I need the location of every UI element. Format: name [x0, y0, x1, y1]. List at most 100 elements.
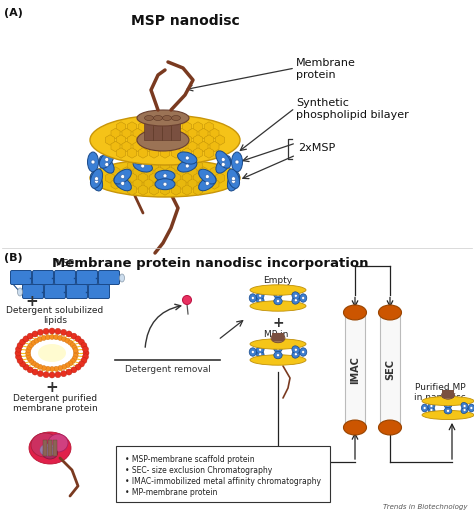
Ellipse shape	[31, 361, 36, 366]
FancyBboxPatch shape	[116, 446, 330, 502]
Ellipse shape	[78, 361, 84, 367]
Ellipse shape	[29, 343, 34, 347]
Ellipse shape	[141, 156, 145, 160]
Ellipse shape	[66, 369, 72, 375]
Text: Trends in Biotechnology: Trends in Biotechnology	[383, 504, 468, 510]
Ellipse shape	[37, 336, 43, 342]
Ellipse shape	[94, 176, 99, 181]
Ellipse shape	[88, 152, 99, 172]
Ellipse shape	[19, 339, 26, 345]
Ellipse shape	[185, 156, 189, 160]
Ellipse shape	[447, 404, 449, 407]
Ellipse shape	[294, 348, 297, 351]
Ellipse shape	[430, 405, 433, 408]
Ellipse shape	[73, 350, 79, 356]
Ellipse shape	[276, 347, 280, 350]
Text: Purified MP
in nanodisc: Purified MP in nanodisc	[414, 383, 466, 402]
Ellipse shape	[250, 285, 306, 295]
Text: Membrane protein nanodisc incorporation: Membrane protein nanodisc incorporation	[52, 257, 368, 270]
Text: +: +	[272, 316, 284, 330]
Ellipse shape	[216, 156, 231, 173]
Ellipse shape	[32, 369, 38, 375]
Ellipse shape	[379, 420, 401, 435]
Ellipse shape	[82, 354, 89, 360]
Ellipse shape	[41, 365, 46, 370]
Ellipse shape	[145, 116, 154, 121]
Ellipse shape	[428, 402, 435, 410]
Ellipse shape	[94, 179, 99, 183]
Ellipse shape	[55, 328, 61, 334]
Ellipse shape	[461, 407, 468, 413]
Text: (B): (B)	[4, 253, 23, 263]
Bar	[153, 118, 162, 140]
Ellipse shape	[301, 350, 305, 353]
Ellipse shape	[81, 343, 87, 348]
Ellipse shape	[26, 353, 31, 358]
Ellipse shape	[468, 404, 474, 412]
Ellipse shape	[461, 402, 468, 410]
Ellipse shape	[90, 115, 240, 165]
Ellipse shape	[423, 407, 426, 410]
Text: +: +	[46, 380, 58, 395]
FancyBboxPatch shape	[66, 284, 88, 298]
Ellipse shape	[55, 372, 61, 378]
Ellipse shape	[15, 350, 21, 356]
FancyBboxPatch shape	[33, 270, 54, 284]
Ellipse shape	[49, 366, 55, 372]
Ellipse shape	[137, 129, 189, 151]
Ellipse shape	[70, 359, 75, 363]
Ellipse shape	[172, 116, 181, 121]
Ellipse shape	[58, 365, 63, 370]
Ellipse shape	[274, 298, 282, 305]
Ellipse shape	[91, 169, 102, 188]
Ellipse shape	[46, 335, 50, 340]
Ellipse shape	[228, 172, 239, 191]
Ellipse shape	[344, 420, 366, 435]
Text: Synthetic
phospholipid bilayer: Synthetic phospholipid bilayer	[296, 98, 409, 120]
Bar	[171, 118, 180, 140]
Ellipse shape	[27, 367, 33, 373]
Ellipse shape	[463, 409, 466, 411]
Ellipse shape	[43, 328, 49, 334]
Ellipse shape	[447, 409, 449, 412]
Ellipse shape	[49, 334, 55, 340]
Ellipse shape	[250, 339, 306, 349]
Ellipse shape	[75, 364, 81, 370]
Ellipse shape	[182, 296, 191, 304]
Ellipse shape	[259, 353, 262, 356]
Ellipse shape	[292, 346, 300, 353]
Ellipse shape	[294, 294, 297, 297]
Text: • SEC- size exclusion Chromatography: • SEC- size exclusion Chromatography	[125, 466, 272, 475]
Text: Membrane
protein: Membrane protein	[296, 58, 356, 79]
Ellipse shape	[58, 335, 63, 341]
Ellipse shape	[444, 402, 452, 408]
Ellipse shape	[100, 151, 114, 168]
Ellipse shape	[422, 410, 474, 420]
Bar	[43, 440, 47, 456]
Ellipse shape	[216, 151, 231, 168]
Bar	[380, 313, 400, 427]
Ellipse shape	[231, 152, 243, 172]
Ellipse shape	[114, 169, 131, 184]
Ellipse shape	[78, 339, 84, 345]
Ellipse shape	[250, 355, 306, 365]
Ellipse shape	[41, 335, 46, 341]
FancyBboxPatch shape	[10, 270, 31, 284]
Bar	[144, 118, 153, 140]
Ellipse shape	[75, 336, 81, 342]
Ellipse shape	[23, 364, 29, 370]
Text: Detergent purified
membrane protein: Detergent purified membrane protein	[13, 394, 97, 413]
FancyBboxPatch shape	[89, 284, 109, 298]
Ellipse shape	[70, 343, 75, 347]
Ellipse shape	[37, 364, 43, 369]
Bar	[280, 333, 284, 341]
Ellipse shape	[292, 292, 300, 300]
Ellipse shape	[300, 294, 307, 302]
Ellipse shape	[54, 335, 59, 340]
Ellipse shape	[119, 274, 125, 282]
Ellipse shape	[100, 156, 114, 173]
Ellipse shape	[178, 160, 197, 172]
Ellipse shape	[256, 292, 264, 300]
Ellipse shape	[73, 353, 78, 358]
Ellipse shape	[26, 350, 30, 356]
